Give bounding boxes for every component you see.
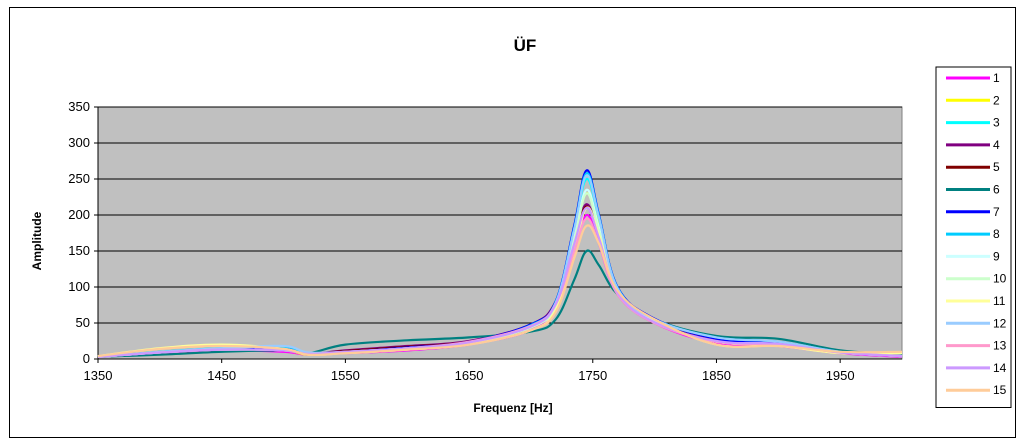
x-tick-label: 1950 [826,368,855,383]
y-tick-label: 350 [68,99,90,114]
y-tick-label: 150 [68,243,90,258]
legend-label-8: 8 [993,227,1000,241]
legend-label-15: 15 [993,383,1007,397]
x-tick-label: 1550 [331,368,360,383]
chart-title: ÜF [514,36,537,55]
y-axis-title: Amplitude [30,211,44,270]
x-tick-label: 1350 [84,368,113,383]
plot-background [97,106,903,360]
series-line-14 [97,206,903,358]
series-line-15 [97,224,903,358]
legend-label-3: 3 [993,116,1000,130]
legend-box [935,66,1012,408]
x-tick-label: 1850 [702,368,731,383]
y-tick-label: 50 [76,315,90,330]
chart-area: ÜF 0 50 100 150 200 250 300 350 1350 1450 1550 1650… [9,7,1016,438]
x-tick-label: 1450 [207,368,236,383]
x-tick-label: 1750 [578,368,607,383]
legend-label-1: 1 [993,71,1000,85]
legend-label-9: 9 [993,249,1000,263]
legend-label-7: 7 [993,205,1000,219]
legend-label-13: 13 [993,339,1007,353]
legend-label-14: 14 [993,361,1007,375]
legend-label-10: 10 [993,272,1007,286]
legend-label-12: 12 [993,316,1007,330]
legend-label-5: 5 [993,160,1000,174]
plot-area: 0 50 100 150 200 250 300 350 1350 1450 1550 1650 175… [68,99,903,383]
legend-label-11: 11 [993,294,1006,308]
y-tick-label: 250 [68,171,90,186]
x-axis-title: Frequenz [Hz] [473,401,552,415]
y-tick-label: 300 [68,135,90,150]
y-tick-label: 200 [68,207,90,222]
legend-label-2: 2 [993,93,1000,107]
y-tick-label: 100 [68,279,90,294]
x-tick-label: 1650 [455,368,484,383]
legend-label-6: 6 [993,183,1000,197]
legend-label-4: 4 [993,138,1000,152]
y-tick-label: 0 [83,351,90,366]
